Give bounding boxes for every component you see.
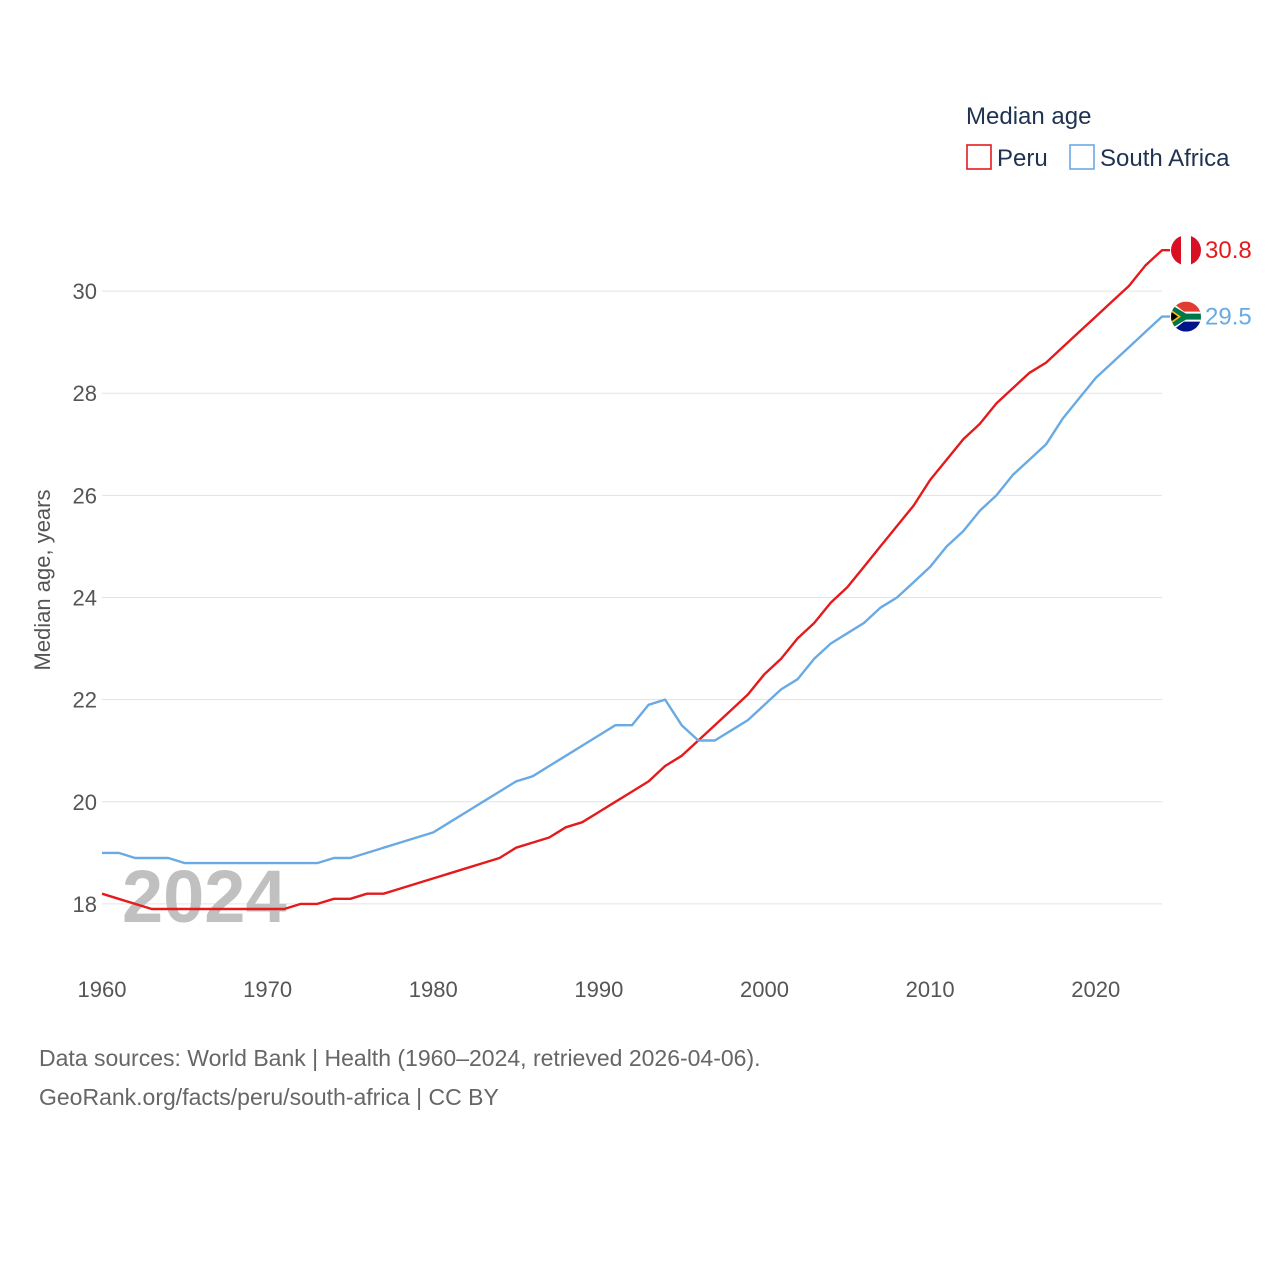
legend-label-south-africa[interactable]: South Africa [1100,145,1230,172]
attribution-link[interactable]: GeoRank.org/facts/peru/south-africa | CC… [39,1084,499,1110]
y-tick-label-18: 18 [73,892,97,917]
y-tick-label-26: 26 [73,483,97,508]
legend-title: Median age [966,103,1091,130]
end-value-label-south-africa: 29.5 [1205,304,1252,331]
series-line-peru[interactable] [101,248,1170,911]
y-tick-label-24: 24 [73,586,97,611]
grid-lines [102,290,1162,905]
series-lines [101,248,1170,911]
y-tick-label-22: 22 [73,688,97,713]
x-tick-label-2020: 2020 [1071,977,1120,1002]
year-watermark: 2024 [122,855,287,938]
legend-label-peru[interactable]: Peru [997,145,1048,172]
data-source-note: Data sources: World Bank | Health (1960–… [39,1045,761,1071]
x-tick-label-2010: 2010 [906,977,955,1002]
y-axis-label: Median age, years [30,490,55,671]
x-axis-ticks: 1960 1970 1980 1990 2000 2010 2020 [78,977,1121,1002]
legend: Median age Peru South Africa [966,103,1230,172]
x-tick-label-1970: 1970 [243,977,292,1002]
legend-swatch-peru[interactable] [966,144,992,170]
south-africa-flag-icon [1171,301,1201,332]
peru-flag-icon [1171,235,1201,266]
x-tick-label-1990: 1990 [574,977,623,1002]
y-tick-label-20: 20 [73,790,97,815]
x-tick-label-1980: 1980 [409,977,458,1002]
end-value-label-peru: 30.8 [1205,237,1252,264]
x-tick-label-2000: 2000 [740,977,789,1002]
y-tick-label-30: 30 [73,279,97,304]
x-tick-label-1960: 1960 [78,977,127,1002]
y-axis-ticks: 18 20 22 24 26 28 30 [73,279,97,917]
legend-swatch-south-africa[interactable] [1069,144,1095,170]
y-tick-label-28: 28 [73,381,97,406]
series-end-markers: 30.8 29.5 [1171,235,1252,332]
series-line-south-africa[interactable] [102,315,1170,865]
